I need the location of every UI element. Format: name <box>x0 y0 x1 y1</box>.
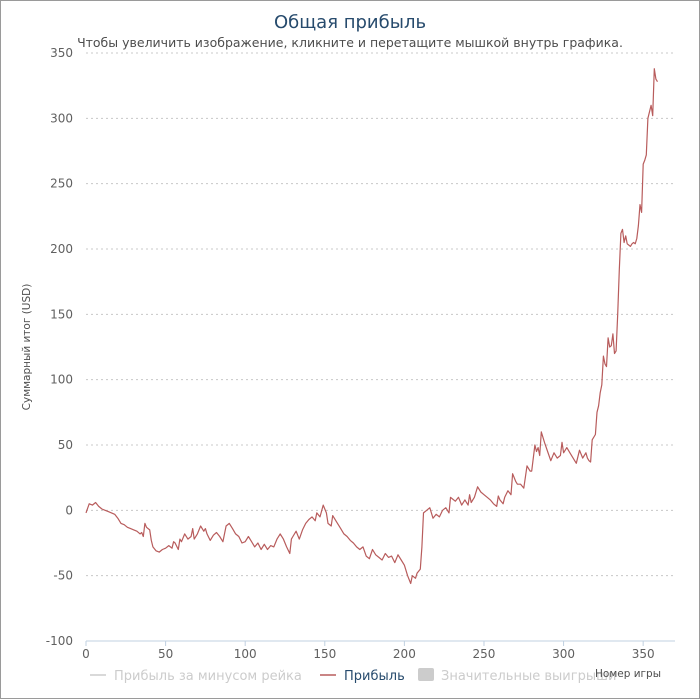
y-tick-label: -50 <box>53 569 73 583</box>
legend-label: Значительные выигрыши <box>441 669 616 684</box>
legend-item-big-wins[interactable]: Значительные выигрыши <box>418 668 616 684</box>
legend-box-icon <box>418 668 434 681</box>
x-tick-label: 250 <box>473 647 496 661</box>
y-tick-label: 50 <box>58 438 73 452</box>
x-tick-label: 100 <box>234 647 257 661</box>
y-tick-label: 300 <box>50 111 73 125</box>
legend[interactable]: Прибыль за минусом рейка Прибыль Значите… <box>90 668 616 684</box>
legend-item-profit[interactable]: Прибыль <box>320 669 405 684</box>
x-tick-label: 300 <box>552 647 575 661</box>
legend-label: Прибыль за минусом рейка <box>114 669 302 684</box>
x-tick-label: 200 <box>393 647 416 661</box>
legend-label: Прибыль <box>344 669 405 684</box>
x-axis-title: Номер игры <box>595 668 661 680</box>
y-tick-label: 150 <box>50 307 73 321</box>
grid <box>86 52 675 642</box>
x-tick-label: 0 <box>82 647 90 661</box>
chart-title: Общая прибыль <box>274 12 426 33</box>
y-tick-label: 250 <box>50 177 73 191</box>
y-tick-label: 100 <box>50 373 73 387</box>
series-layer <box>85 68 659 585</box>
x-tick-label: 150 <box>313 647 336 661</box>
y-tick-label: 200 <box>50 242 73 256</box>
legend-item-net-profit[interactable]: Прибыль за минусом рейка <box>90 669 302 684</box>
chart-subtitle: Чтобы увеличить изображение, кликните и … <box>77 35 623 50</box>
x-tick-label: 350 <box>632 647 655 661</box>
y-tick-label: 350 <box>50 46 73 60</box>
y-tick-label: -100 <box>46 634 73 648</box>
x-axis-ticks: 0 50 100 150 200 250 300 350 <box>82 641 655 661</box>
y-tick-label: 0 <box>65 503 73 517</box>
x-tick-label: 50 <box>158 647 173 661</box>
y-axis-ticks: -100 -50 0 50 100 150 200 250 300 350 <box>46 46 73 648</box>
series-line-profit[interactable] <box>85 68 659 585</box>
y-axis-title: Суммарный итог (USD) <box>21 284 33 411</box>
